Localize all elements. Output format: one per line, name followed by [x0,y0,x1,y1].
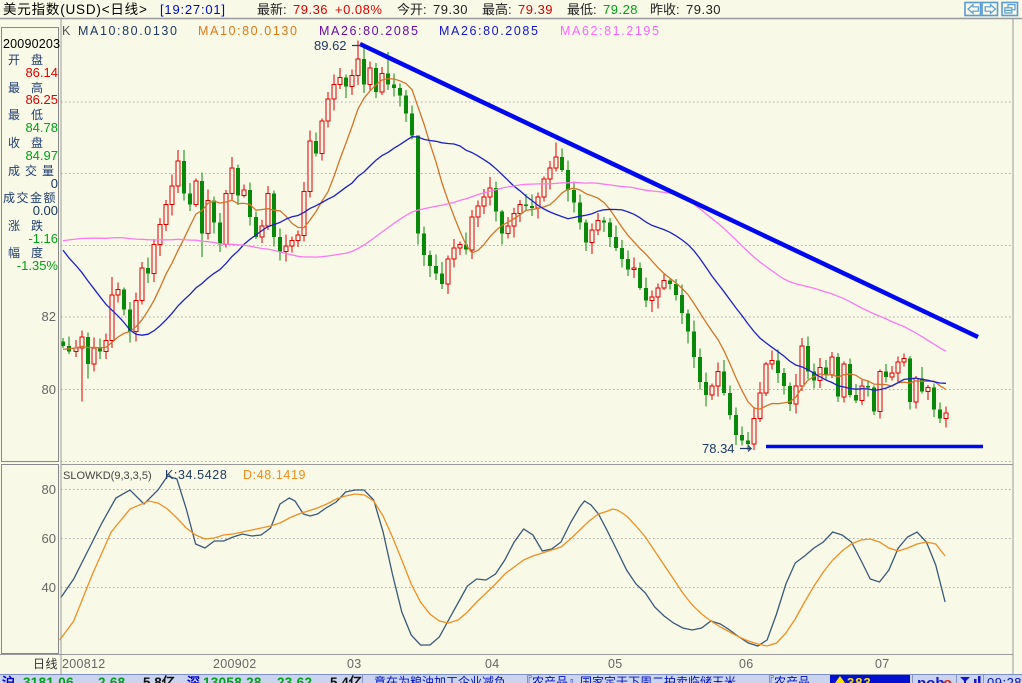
svg-text:79.30: 79.30 [686,2,721,17]
svg-text:04: 04 [485,657,500,671]
svg-text:pob: pob [917,675,945,683]
svg-text:23.62: 23.62 [277,675,312,683]
svg-text:80: 80 [42,482,56,497]
svg-text:84.78: 84.78 [25,120,58,135]
svg-text:MA10:80.0130: MA10:80.0130 [78,24,179,38]
svg-text:最新:: 最新: [257,2,287,17]
svg-text:13058.28: 13058.28 [203,675,262,683]
svg-text:『农产品: 『农产品 [762,675,810,683]
svg-text:60: 60 [42,531,56,546]
svg-text:『农产品』国家定于下周二拍卖临储玉米: 『农产品』国家定于下周二拍卖临储玉米 [520,674,736,683]
svg-text:成交金额: 成交金额 [3,190,57,205]
svg-text:K: K [62,24,71,38]
svg-text:成交量: 成交量 [8,163,59,178]
svg-text:03: 03 [347,657,362,671]
svg-text:沪: 沪 [2,675,15,683]
svg-text:美元指数(USD)<日线>: 美元指数(USD)<日线> [3,2,148,17]
svg-text:82: 82 [42,309,56,324]
svg-text:涨跌: 涨跌 [8,218,54,233]
svg-text:09:28: 09:28 [987,675,1022,683]
svg-text:79.30: 79.30 [433,2,468,17]
svg-text:05: 05 [608,657,623,671]
svg-text:最高:: 最高: [482,2,512,17]
svg-text:MA10:80.0130: MA10:80.0130 [198,24,299,38]
svg-text:20090203: 20090203 [3,37,60,51]
svg-text:0.00: 0.00 [33,203,58,218]
svg-text:89.62: 89.62 [314,38,347,53]
svg-text:80: 80 [42,382,56,397]
svg-text:06: 06 [739,657,754,671]
svg-text:o: o [943,675,952,683]
svg-text:3181.06: 3181.06 [23,675,74,683]
svg-text:79.28: 79.28 [603,2,638,17]
svg-text:深: 深 [187,675,200,683]
svg-text:79.39: 79.39 [518,2,553,17]
svg-text:07: 07 [875,657,890,671]
svg-text:[19:27:01]: [19:27:01] [160,2,226,17]
svg-text:+0.08%: +0.08% [335,2,382,17]
svg-text:最高: 最高 [8,80,54,95]
svg-text:昨收:: 昨收: [650,2,680,17]
svg-text:5.4亿: 5.4亿 [330,674,362,683]
svg-text:K:34.5428: K:34.5428 [165,468,227,482]
svg-text:78.34: 78.34 [702,441,735,456]
svg-text:开盘: 开盘 [8,52,54,67]
svg-text:86.25: 86.25 [25,92,58,107]
svg-text:-1.35%: -1.35% [17,258,59,273]
svg-text:意在为粮油加工企业减负: 意在为粮油加工企业减负 [374,674,506,683]
svg-text:200812: 200812 [62,657,106,671]
svg-text:最低:: 最低: [567,2,597,17]
svg-text:SLOWKD(9,3,3,5): SLOWKD(9,3,3,5) [63,470,152,482]
svg-text:D:48.1419: D:48.1419 [243,468,306,482]
svg-text:收盘: 收盘 [8,135,54,150]
svg-text:40: 40 [42,580,56,595]
svg-text:200902: 200902 [213,657,257,671]
svg-text:幅度: 幅度 [8,245,54,260]
svg-text:日线: 日线 [33,657,58,671]
svg-text:2.68: 2.68 [98,675,126,683]
svg-text:5.8亿: 5.8亿 [143,674,175,683]
svg-text:MA26:80.2085: MA26:80.2085 [319,24,420,38]
svg-text:今开:: 今开: [397,2,427,17]
svg-text:383: 383 [847,675,872,683]
svg-text:86.14: 86.14 [25,65,58,80]
svg-text:0: 0 [51,176,58,191]
svg-text:MA62:81.2195: MA62:81.2195 [560,24,661,38]
svg-text:-1.16: -1.16 [28,231,58,246]
svg-text:最低: 最低 [8,108,54,122]
svg-text:79.36: 79.36 [293,2,328,17]
svg-text:84.97: 84.97 [25,148,58,163]
svg-text:MA26:80.2085: MA26:80.2085 [439,24,540,38]
